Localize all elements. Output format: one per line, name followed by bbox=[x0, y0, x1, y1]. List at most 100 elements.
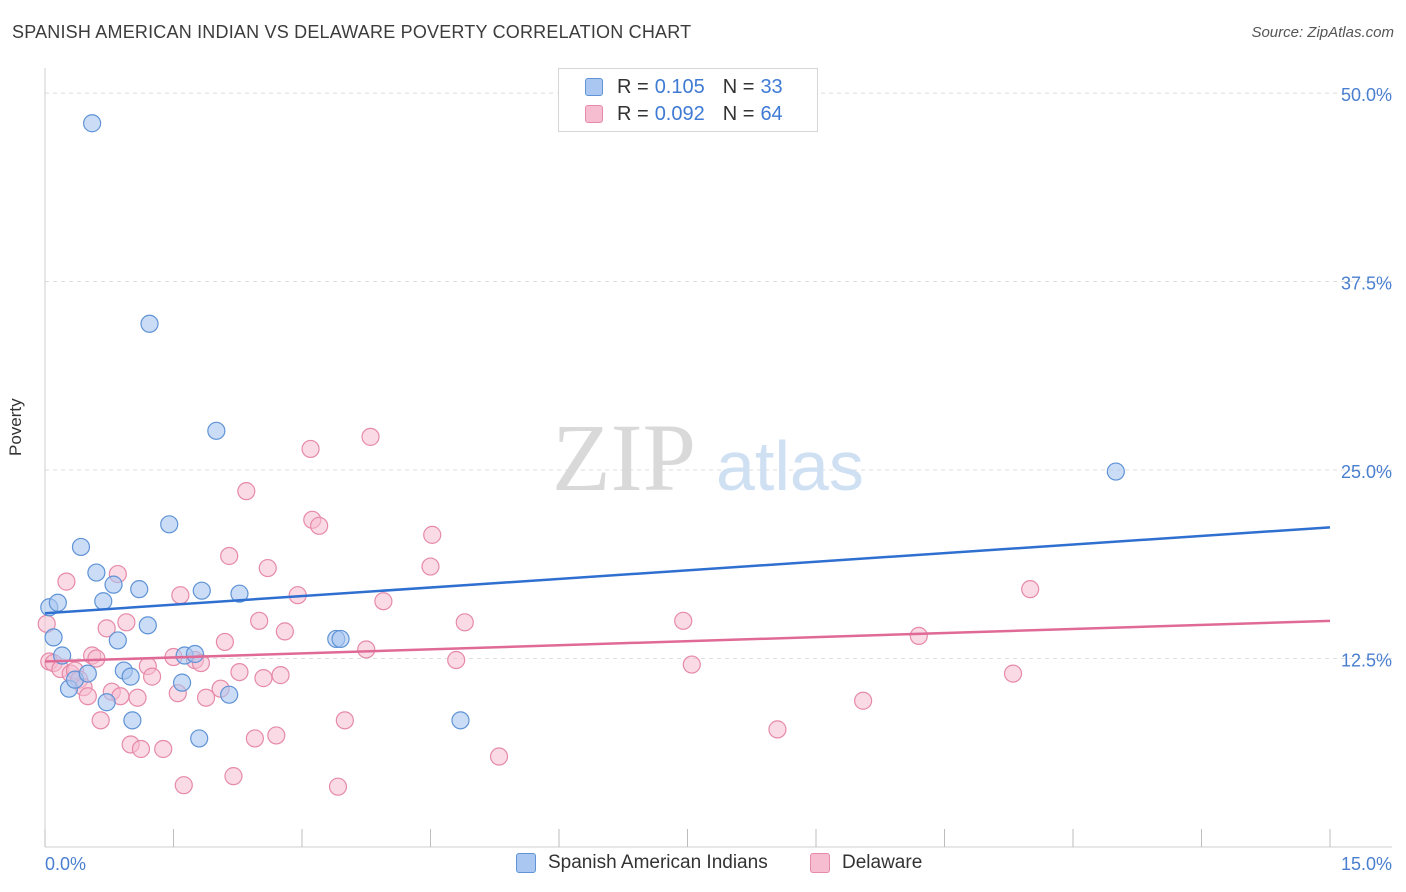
delaware-point bbox=[97, 619, 116, 638]
legend-row-series1: R = 0.105 N = 33 bbox=[585, 75, 783, 99]
spanish-american-indians-point bbox=[331, 629, 350, 649]
delaware-point bbox=[258, 558, 277, 578]
delaware-point bbox=[237, 482, 256, 501]
delaware-point bbox=[224, 767, 243, 786]
watermark-zip: ZIP bbox=[552, 404, 696, 511]
series-legend: Spanish American Indians Delaware bbox=[0, 852, 1406, 878]
spanish-american-indians-point bbox=[160, 515, 179, 534]
correlation-legend: R = 0.105 N = 33 R = 0.092 N = 64 bbox=[558, 68, 818, 132]
spanish-american-indians-point bbox=[123, 711, 142, 730]
delaware-point bbox=[267, 726, 286, 745]
spanish-american-indians-point bbox=[121, 667, 140, 686]
legend-r-label: R = bbox=[617, 102, 649, 125]
delaware-point bbox=[271, 666, 290, 685]
spanish-american-indians-point bbox=[97, 693, 116, 712]
legend-n-label: N = bbox=[722, 75, 755, 98]
axes bbox=[44, 68, 1392, 848]
spanish-american-indians-point bbox=[83, 114, 102, 133]
spanish-american-indians-point bbox=[48, 593, 67, 612]
delaware-point bbox=[854, 691, 873, 710]
legend-n-label: N = bbox=[722, 102, 755, 125]
legend-label: Delaware bbox=[842, 852, 923, 873]
delaware-point bbox=[310, 516, 329, 535]
spanish-american-indians-point bbox=[104, 575, 123, 594]
delaware-point bbox=[374, 592, 393, 611]
legend-swatch-series1 bbox=[585, 78, 603, 96]
delaware-point bbox=[768, 720, 787, 739]
delaware-point bbox=[335, 711, 354, 730]
spanish-american-indians-points bbox=[40, 114, 1125, 748]
delaware-point bbox=[230, 662, 249, 682]
delaware-point bbox=[328, 777, 348, 796]
legend-row-series2: R = 0.092 N = 64 bbox=[585, 102, 783, 126]
delaware-point bbox=[245, 729, 264, 748]
delaware-point bbox=[489, 747, 509, 766]
legend-n-value: 33 bbox=[760, 75, 783, 98]
legend-r-value: 0.092 bbox=[654, 102, 705, 125]
legend-item-spanish-american-indians[interactable]: Spanish American Indians bbox=[516, 852, 768, 874]
spanish-american-indians-point bbox=[1106, 462, 1125, 481]
delaware-point bbox=[128, 688, 147, 707]
legend-r-label: R = bbox=[617, 75, 649, 98]
delaware-point bbox=[220, 546, 239, 566]
delaware-point bbox=[357, 640, 376, 659]
legend-label: Spanish American Indians bbox=[548, 852, 768, 873]
legend-swatch-series1 bbox=[516, 853, 536, 873]
gridlines bbox=[45, 92, 1392, 660]
chart-title: SPANISH AMERICAN INDIAN VS DELAWARE POVE… bbox=[12, 22, 692, 42]
delaware-point bbox=[275, 622, 294, 641]
delaware-point bbox=[423, 525, 442, 544]
delaware-point bbox=[250, 611, 269, 630]
spanish-american-indians-point bbox=[172, 673, 192, 692]
delaware-points bbox=[37, 427, 1040, 796]
delaware-point bbox=[361, 427, 380, 446]
spanish-american-indians-point bbox=[138, 616, 157, 635]
y-tick-label: 37.5% bbox=[1341, 274, 1392, 294]
spanish-american-indians-point bbox=[130, 580, 149, 599]
delaware-point bbox=[301, 439, 320, 459]
x-tick-label: 0.0% bbox=[45, 854, 86, 874]
delaware-point bbox=[215, 632, 234, 652]
legend-r-value: 0.105 bbox=[654, 75, 705, 98]
legend-swatch-series2 bbox=[810, 853, 830, 873]
legend-item-delaware[interactable]: Delaware bbox=[810, 852, 922, 874]
spanish-american-indians-point bbox=[87, 563, 106, 582]
legend-n-value: 64 bbox=[760, 102, 783, 125]
delaware-point bbox=[154, 739, 173, 759]
delaware-point bbox=[447, 650, 466, 670]
y-tick-label: 12.5% bbox=[1341, 651, 1392, 671]
delaware-point bbox=[421, 557, 440, 576]
delaware-point bbox=[117, 613, 136, 632]
spanish-american-indians-point bbox=[451, 711, 470, 730]
spanish-american-indians-point bbox=[192, 581, 211, 600]
delaware-point bbox=[142, 667, 162, 686]
spanish-american-indians-point bbox=[220, 685, 239, 704]
delaware-trend-line bbox=[44, 619, 1331, 663]
delaware-point bbox=[1021, 580, 1040, 599]
spanish-american-indians-point bbox=[140, 314, 159, 333]
delaware-point bbox=[57, 572, 76, 591]
spanish-american-indians-point bbox=[44, 628, 63, 647]
x-tick-label: 15.0% bbox=[1341, 854, 1392, 874]
delaware-point bbox=[196, 688, 216, 707]
watermark: ZIP atlas bbox=[552, 404, 864, 511]
watermark-atlas: atlas bbox=[716, 427, 864, 505]
delaware-point bbox=[909, 626, 928, 646]
delaware-point bbox=[455, 613, 474, 632]
spanish-american-indians-point bbox=[94, 592, 113, 611]
delaware-point bbox=[78, 687, 97, 706]
trend-lines bbox=[44, 526, 1331, 663]
delaware-point bbox=[91, 711, 110, 730]
spanish-american-indians-point bbox=[230, 584, 249, 603]
delaware-point bbox=[682, 655, 701, 674]
delaware-point bbox=[254, 669, 273, 688]
spanish-american-indians-point bbox=[78, 664, 97, 683]
tick-labels: 12.5% 25.0% 37.5% 50.0% 0.0% 15.0% bbox=[45, 85, 1392, 874]
spanish-american-indians-point bbox=[108, 631, 127, 650]
spanish-american-indians-point bbox=[71, 537, 91, 557]
source-credit: Source: ZipAtlas.com bbox=[1251, 24, 1394, 41]
y-tick-label: 25.0% bbox=[1341, 462, 1392, 482]
spanish-american-indians-point bbox=[190, 729, 209, 748]
delaware-point bbox=[171, 586, 190, 605]
